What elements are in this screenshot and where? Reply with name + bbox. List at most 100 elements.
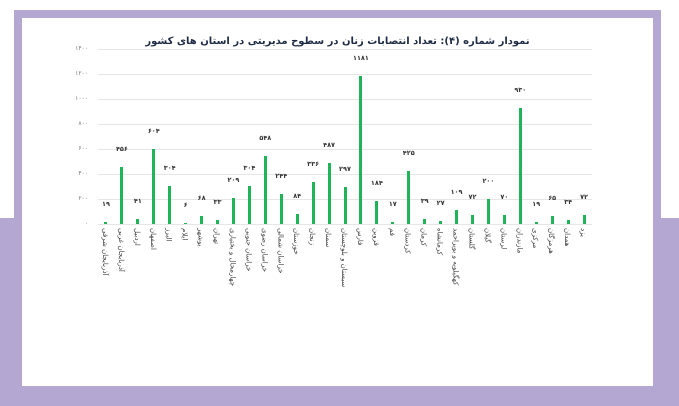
bar-value-label: ۵۴۸ [259,133,272,142]
bar-value-label: ۴۲۵ [402,148,415,157]
x-category-label: البرز [164,228,173,242]
bar [279,193,283,224]
x-category-label: کرمان [419,228,428,247]
bar [439,220,443,224]
bar [343,186,347,224]
x-category-label: ایلام [180,228,189,241]
bar-value-label: ۳۳ [213,197,222,206]
bar [104,221,108,224]
plot-area: ۰ ۲۰۰ ۴۰۰ ۶۰۰ ۸۰۰ ۱۰۰۰ ۱۲۰۰ ۱۴۰۰ ۱۹ ۴۵۶ ۴۱ ۶۰۴ ۳۰۴ ۶ ۶… [75,45,592,227]
x-category-label: قم [387,228,396,237]
bar [502,215,506,224]
x-category-label: خراسان رضوی [260,228,269,272]
bar-value-label: ۶ [183,201,188,209]
x-category-label: سیستان و بلوچستان [340,228,348,288]
bar [120,167,124,224]
x-category-label: آذربایجان شرقی [100,228,109,276]
bar-value-label: ۳۰۴ [243,164,256,172]
x-category-label: تهران [212,228,221,245]
x-category-label: کهگیلویه و بویراحمد [451,228,460,286]
x-category-label: قزوین [371,228,380,246]
y-tick-label: ۱۴۰۰ [75,45,88,52]
bar [486,199,490,224]
bar [455,210,459,224]
gridline [98,149,592,150]
gridline [98,49,592,50]
bar-value-label: ۳۰۴ [163,164,176,172]
bar-value-label: ۱۱۸۱ [352,54,369,63]
x-category-label: خوزستان [292,228,301,255]
bar-value-label: ۲۹۷ [339,164,351,173]
x-category-label: کرمانشاه [435,228,444,256]
bar-value-label: ۱۹ [102,199,110,208]
x-category-label: آذربایجان غربی [116,228,125,272]
gridline [98,99,592,100]
bar [295,213,299,224]
bar [423,219,427,224]
bar [152,148,156,224]
bar [184,223,188,224]
bar-value-label: ۶۰۴ [147,126,160,135]
x-axis-labels: آذربایجان شرقی آذربایجان غربی اردبیل اصفهان… [98,228,592,358]
bar [247,186,251,224]
bar-value-label: ۳۹ [420,197,429,206]
y-tick-label: ۶۰۰ [78,145,88,152]
bar [375,201,379,224]
bar [407,170,411,224]
x-category-label: مازندران [515,228,524,254]
bar-value-label: ۱۹ [532,199,541,208]
bar-value-label: ۳۳۶ [307,160,320,168]
y-tick-label: ۱۲۰۰ [75,70,88,77]
x-category-label: خراسان جنوبی [244,228,253,272]
x-category-label: سمنان [324,228,333,248]
x-category-label: همدان [563,228,572,247]
x-category-label: لرستان [499,228,508,250]
y-tick-label: ۲۰۰ [78,195,88,202]
bar [566,219,570,224]
y-tick-label: ۴۰۰ [78,170,88,177]
bar [518,107,522,224]
bar-value-label: ۷۰ [500,193,509,202]
bar-value-label: ۸۴ [293,191,302,200]
gridline [98,174,592,175]
x-category-label: مرکزی [531,228,540,249]
y-tick-label: ۱۰۰۰ [75,95,88,102]
chart-title: نمودار شماره (۴): تعداد انتصابات زنان در… [145,36,530,47]
bar-value-label: ۱۸۴ [370,179,383,187]
bar [136,218,140,224]
bar [263,155,267,224]
bar [582,215,586,224]
bar-value-label: ۶۸ [197,193,206,202]
bar-value-label: ۳۴ [564,197,573,206]
x-category-label: اصفهان [148,228,157,250]
bar [391,221,395,224]
bar-value-label: ۴۱ [133,196,142,205]
bar-value-label: ۹۳۰ [514,85,527,94]
x-category-label: چهارمحال و بختیاری [228,228,237,287]
y-tick-label: ۰ [84,220,88,227]
x-category-label: گیلان [483,228,492,243]
bar-value-label: ۱۷ [388,199,397,208]
x-category-label: گلستان [467,228,476,250]
x-category-label: هرمزگان [547,228,556,254]
bar-value-label: ۲۰۰ [482,177,495,185]
bar-value-label: ۷۲ [580,193,588,201]
bar [550,215,554,224]
x-category-label: خراسان شمالی [276,228,285,274]
bar-value-label: ۲۰۹ [227,175,240,184]
x-category-label: یزد [579,228,588,237]
bar [231,197,235,224]
bar [327,163,331,224]
bar [168,186,172,224]
gridline [98,224,592,225]
bar [470,215,474,224]
bar [359,76,363,224]
bar [216,219,220,224]
bar-value-label: ۷۲ [468,193,477,201]
bar-value-label: ۴۸۷ [323,141,336,150]
bar-value-label: ۲۷ [436,198,445,207]
x-category-label: بوشهر [196,228,205,247]
chart-panel: نمودار شماره (۴): تعداد انتصابات زنان در… [22,18,653,386]
x-category-label: فارس [355,228,364,246]
bar [534,221,538,224]
